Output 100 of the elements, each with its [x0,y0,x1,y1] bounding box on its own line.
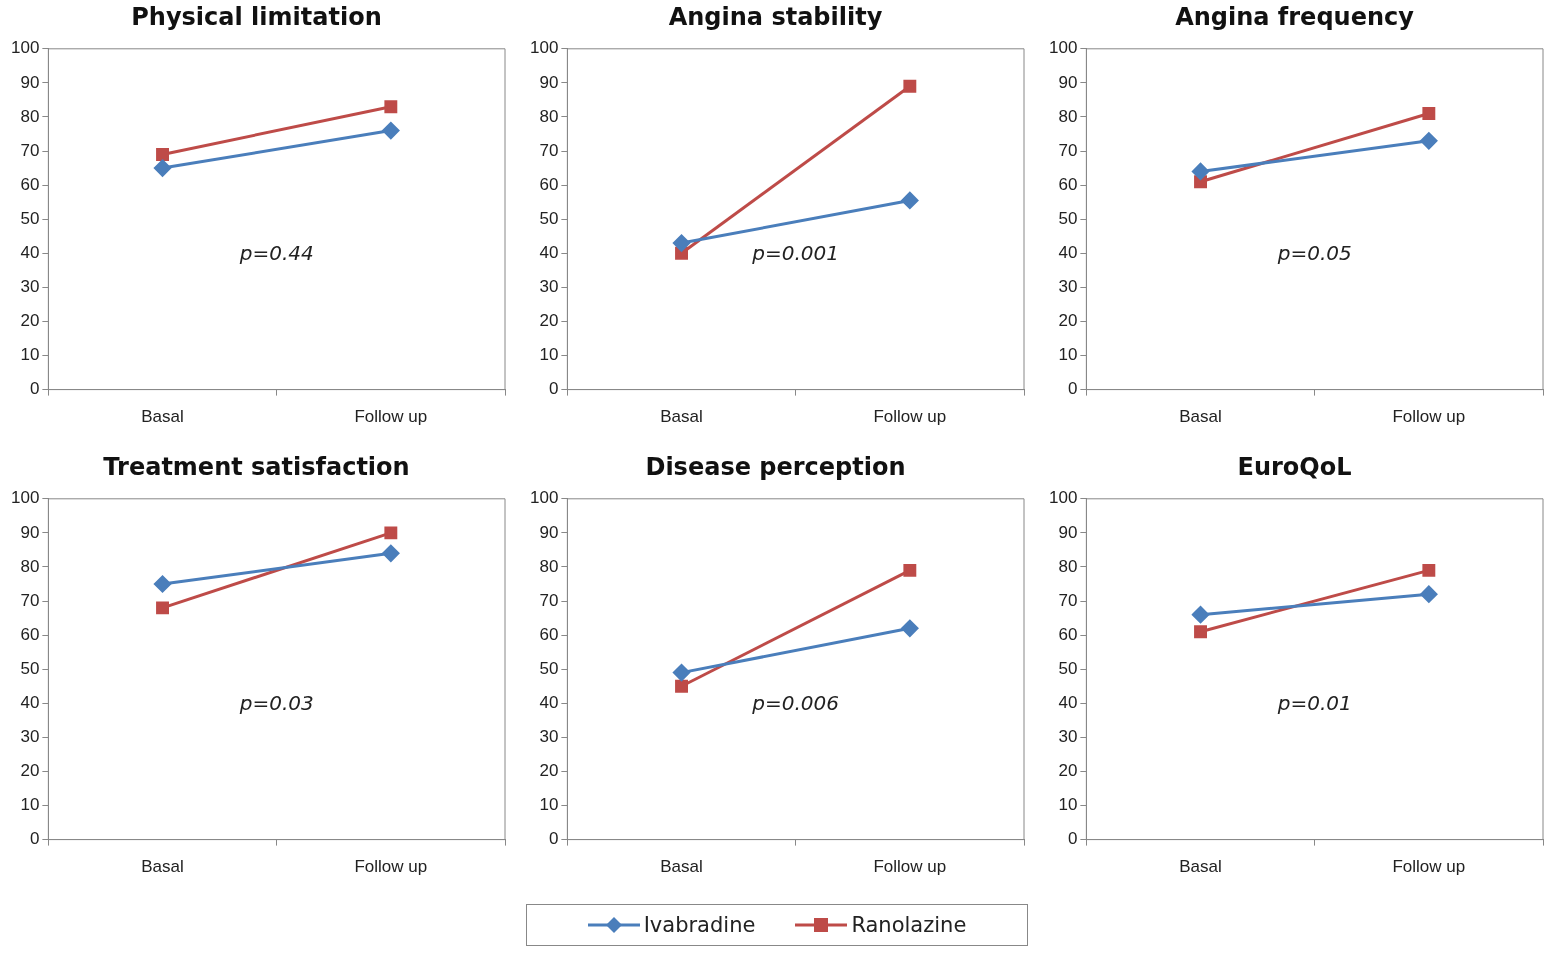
y-tick-label: 10 [539,345,559,365]
point [673,234,691,252]
y-tick-label: 50 [20,658,40,678]
point [384,526,398,540]
y-tick-label: 30 [20,727,40,747]
y-tick-label: 30 [1058,277,1078,297]
chart-title: EuroQoL [1237,452,1352,481]
y-tick-label: 50 [539,208,559,228]
y-tick-label: 20 [20,311,40,331]
chart-title: Angina frequency [1175,2,1415,31]
point [154,575,172,593]
x-tick-label: Basal [1179,857,1222,877]
legend-label: Ivabradine [643,913,756,937]
point [901,619,919,637]
y-tick-label: 30 [20,277,40,297]
y-tick-label: 70 [20,140,40,160]
y-tick-label: 100 [1048,38,1078,58]
y-tick-label: 0 [548,829,559,849]
y-tick-label: 10 [1058,345,1078,365]
x-tick-label: Basal [141,407,184,427]
point [673,664,691,682]
y-tick-label: 40 [539,692,559,712]
y-tick-label: 100 [529,488,559,508]
y-tick-label: 20 [539,311,559,331]
point [903,79,917,93]
y-tick-label: 60 [20,624,40,644]
point [1420,132,1438,150]
chart-title: Angina stability [668,2,883,31]
y-tick-label: 70 [1058,140,1078,160]
y-tick-label: 10 [539,795,559,815]
y-tick-label: 50 [1058,658,1078,678]
y-tick-label: 90 [539,522,559,542]
chart-title: Disease perception [645,452,906,481]
annotation: p=0.001 [751,241,840,266]
y-tick-label: 40 [20,242,40,262]
y-tick-label: 20 [1058,761,1078,781]
x-tick-label: Basal [660,407,703,427]
x-tick-label: Follow up [873,407,947,427]
y-tick-label: 10 [1058,795,1078,815]
y-tick-label: 90 [539,72,559,92]
point [382,122,400,140]
annotation: p=0.006 [751,691,840,716]
point [382,544,400,562]
point [154,159,172,177]
point [156,601,169,615]
legend-label: Ranolazine [851,913,967,937]
x-tick-label: Basal [660,857,703,877]
point [1192,162,1210,180]
y-tick-label: 60 [1058,624,1078,644]
point [384,100,398,114]
y-tick-label: 60 [1058,174,1078,194]
y-tick-label: 50 [20,208,40,228]
x-tick-label: Follow up [354,407,428,427]
point [1192,606,1210,624]
y-tick-label: 10 [20,345,40,365]
chart-title: Physical limitation [131,2,382,31]
y-tick-label: 0 [29,829,40,849]
x-tick-label: Basal [141,857,184,877]
y-tick-label: 40 [1058,692,1078,712]
point [1422,107,1436,120]
y-tick-label: 90 [1058,72,1078,92]
y-tick-label: 20 [539,761,559,781]
annotation: p=0.03 [238,691,314,716]
annotation: p=0.05 [1276,241,1352,266]
x-tick-label: Follow up [1392,407,1466,427]
x-tick-label: Basal [1179,407,1222,427]
y-tick-label: 90 [20,522,40,542]
y-tick-label: 0 [1067,379,1078,399]
annotation: p=0.01 [1276,691,1352,716]
y-tick-label: 40 [539,242,559,262]
y-tick-label: 0 [29,379,40,399]
y-tick-label: 80 [20,556,40,576]
annotation: p=0.44 [238,241,314,266]
y-tick-label: 100 [529,38,559,58]
y-tick-label: 60 [539,174,559,194]
y-tick-label: 100 [10,38,40,58]
point [1422,563,1436,577]
point [1420,585,1438,603]
y-tick-label: 0 [548,379,559,399]
y-tick-label: 50 [1058,208,1078,228]
point [903,563,917,577]
y-tick-label: 80 [1058,106,1078,126]
y-tick-label: 20 [20,761,40,781]
y-tick-label: 40 [1058,242,1078,262]
y-tick-label: 90 [20,72,40,92]
y-tick-label: 80 [1058,556,1078,576]
y-tick-label: 30 [539,277,559,297]
y-tick-label: 20 [1058,311,1078,331]
y-tick-label: 70 [1058,590,1078,610]
y-tick-label: 70 [20,590,40,610]
y-tick-label: 80 [20,106,40,126]
y-tick-label: 100 [1048,488,1078,508]
y-tick-label: 100 [10,488,40,508]
x-tick-label: Follow up [1392,857,1466,877]
x-tick-label: Follow up [873,857,947,877]
point [675,679,688,693]
y-tick-label: 10 [20,795,40,815]
y-tick-label: 30 [1058,727,1078,747]
point [1194,625,1207,639]
y-tick-label: 90 [1058,522,1078,542]
